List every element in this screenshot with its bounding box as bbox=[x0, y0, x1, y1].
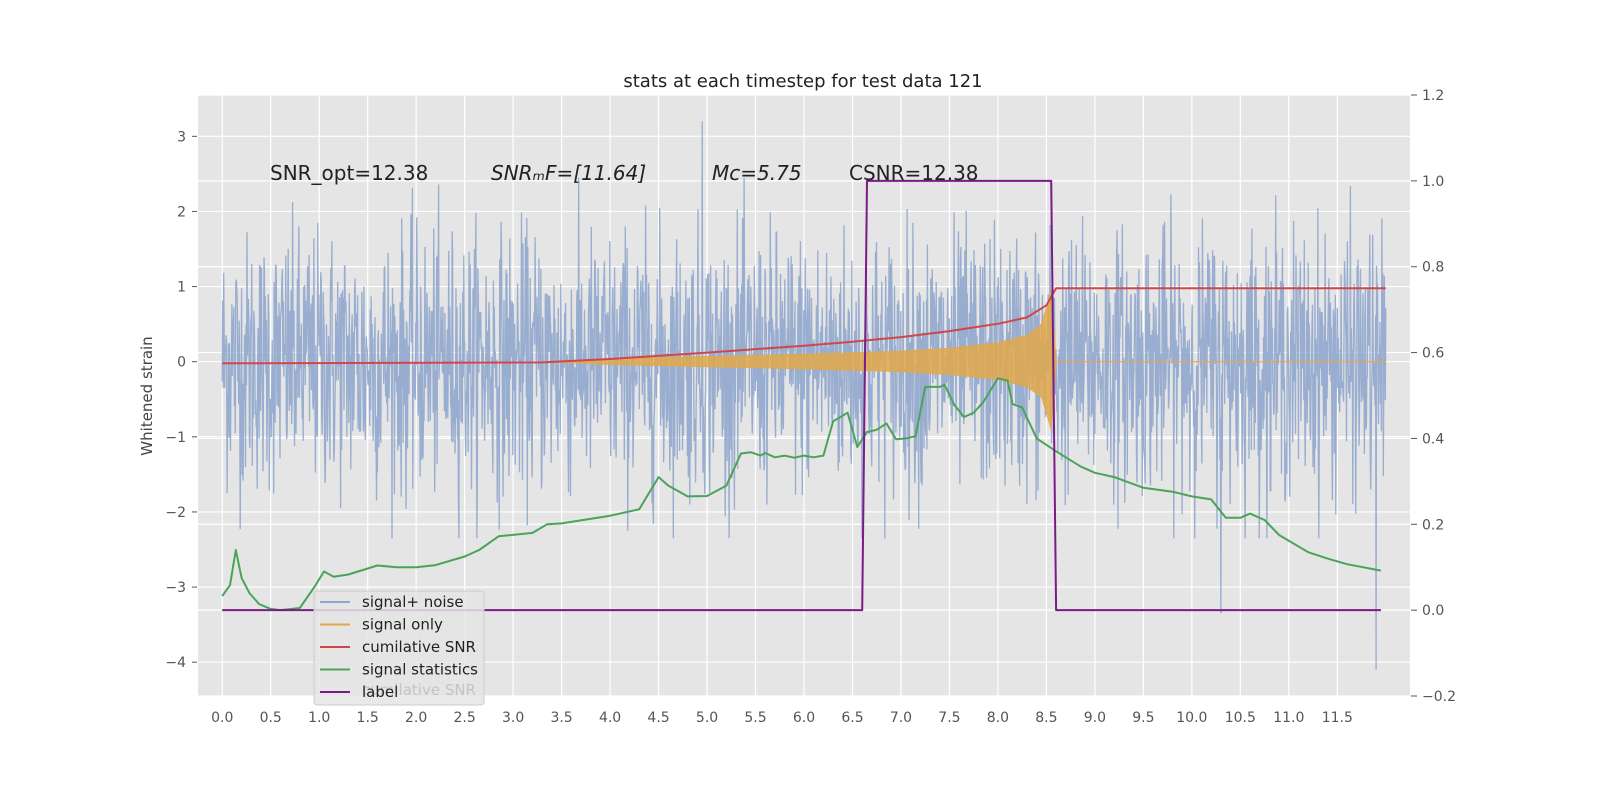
y2-tick-label: 0.0 bbox=[1422, 603, 1444, 619]
y2-tick-label: 1.0 bbox=[1422, 174, 1444, 190]
x-tick-label: 2.5 bbox=[454, 710, 476, 726]
x-tick-label: 5.5 bbox=[744, 710, 766, 726]
x-tick-label: 0.0 bbox=[211, 710, 233, 726]
x-tick-label: 3.5 bbox=[550, 710, 572, 726]
legend-cumulative-snr: cumilative SNR bbox=[362, 638, 476, 656]
annotation-3: CSNR=12.38 bbox=[849, 161, 979, 185]
x-tick-label: 11.0 bbox=[1273, 710, 1304, 726]
y-tick-label: 1 bbox=[177, 280, 186, 296]
series-cumulative-snr bbox=[222, 287, 1386, 365]
series-signal-statistics bbox=[221, 377, 1382, 612]
annotation-0: SNR_opt=12.38 bbox=[270, 161, 428, 185]
x-tick-label: 10.5 bbox=[1225, 710, 1256, 726]
annotation-2: Mᴄ=5.75 bbox=[712, 161, 802, 185]
legend-label: label bbox=[362, 683, 398, 701]
legend-signal-statistics: signal statistics bbox=[362, 661, 478, 679]
x-tick-label: 3.0 bbox=[502, 710, 524, 726]
x-tick-label: 8.0 bbox=[987, 710, 1009, 726]
x-tick-label: 7.5 bbox=[938, 710, 960, 726]
y-tick-label: −1 bbox=[165, 430, 186, 446]
legend-signal-noise: signal+ noise bbox=[362, 593, 464, 611]
x-tick-label: 0.5 bbox=[260, 710, 282, 726]
y2-tick-label: 1.2 bbox=[1422, 88, 1444, 104]
y-tick-label: −2 bbox=[165, 505, 186, 521]
x-tick-label: 9.5 bbox=[1132, 710, 1154, 726]
y-tick-label: 0 bbox=[177, 355, 186, 371]
legend-signal-only: signal only bbox=[362, 616, 443, 634]
y2-tick-label: 0.4 bbox=[1422, 431, 1444, 447]
chart-title: stats at each timestep for test data 121 bbox=[623, 71, 982, 92]
x-tick-label: 1.0 bbox=[308, 710, 330, 726]
x-tick-label: 8.5 bbox=[1035, 710, 1057, 726]
legend-overlap-text: cumilative SNR bbox=[362, 681, 476, 699]
annotation-1: SNRₘF=[11.64] bbox=[491, 161, 646, 185]
y-axis-label: Whitened strain bbox=[138, 336, 156, 455]
x-tick-label: 9.0 bbox=[1084, 710, 1106, 726]
y2-tick-label: −0.2 bbox=[1422, 689, 1456, 705]
y-tick-label: 2 bbox=[177, 204, 186, 220]
legend-box bbox=[313, 590, 485, 706]
y-tick-label: 3 bbox=[177, 129, 186, 145]
y2-tick-label: 0.6 bbox=[1422, 346, 1444, 362]
x-tick-label: 11.5 bbox=[1322, 710, 1353, 726]
x-tick-label: 7.0 bbox=[890, 710, 912, 726]
y-tick-label: −4 bbox=[165, 655, 186, 671]
x-tick-label: 6.5 bbox=[841, 710, 863, 726]
x-tick-label: 6.0 bbox=[793, 710, 815, 726]
y-tick-label: −3 bbox=[165, 580, 186, 596]
y2-tick-label: 0.8 bbox=[1422, 260, 1444, 276]
series-label bbox=[222, 179, 1381, 612]
x-tick-label: 2.0 bbox=[405, 710, 427, 726]
x-tick-label: 4.5 bbox=[647, 710, 669, 726]
x-tick-label: 10.0 bbox=[1176, 710, 1207, 726]
x-tick-label: 4.0 bbox=[599, 710, 621, 726]
x-tick-label: 5.0 bbox=[696, 710, 718, 726]
y2-tick-label: 0.2 bbox=[1422, 517, 1444, 533]
x-tick-label: 1.5 bbox=[357, 710, 379, 726]
